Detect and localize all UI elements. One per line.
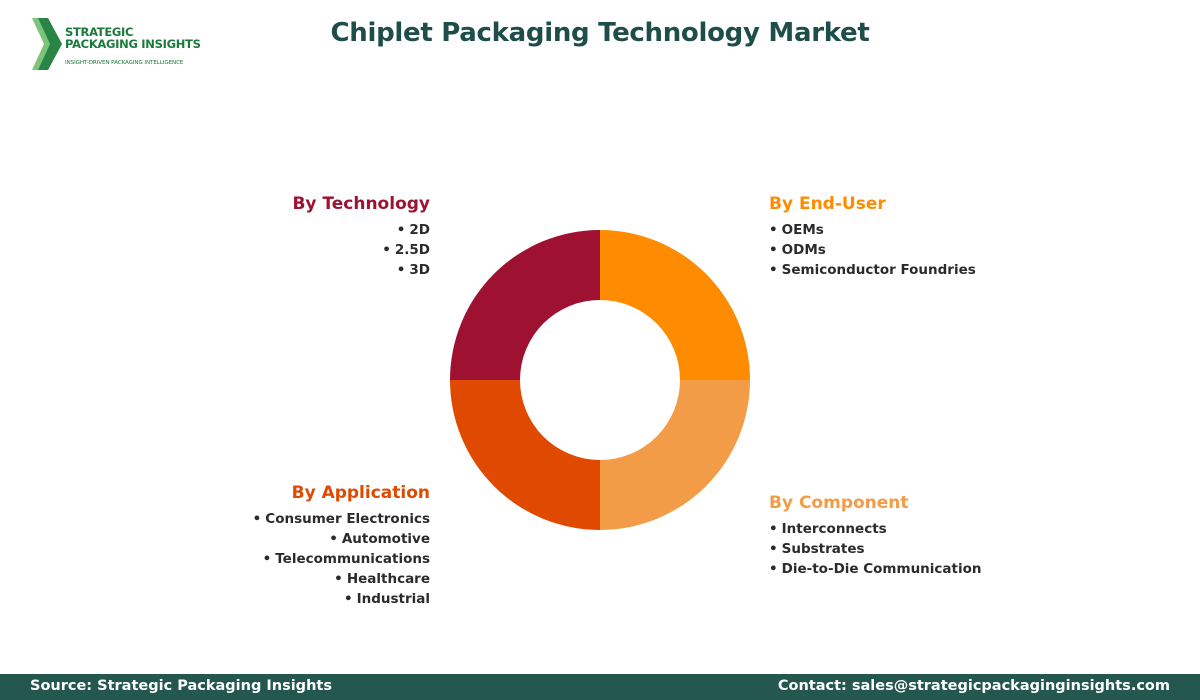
brand-logo: STRATEGIC PACKAGING INSIGHTS INSIGHT-DRI… [30, 18, 210, 72]
list-item: Industrial [253, 589, 430, 609]
donut-slice-by-application [450, 380, 600, 530]
logo-chevron-icon [32, 18, 62, 70]
list-item: 2D [382, 220, 430, 240]
segment-list-technology: 2D 2.5D 3D [382, 220, 430, 280]
list-item: Interconnects [769, 519, 982, 539]
page-title: Chiplet Packaging Technology Market [330, 18, 870, 48]
donut-slice-by-technology [450, 230, 600, 380]
segment-list-component: Interconnects Substrates Die-to-Die Comm… [769, 519, 982, 579]
logo-text-line2: PACKAGING INSIGHTS [65, 37, 201, 51]
list-item: 2.5D [382, 240, 430, 260]
footer-source: Source: Strategic Packaging Insights [30, 678, 332, 694]
list-item: OEMs [769, 220, 976, 240]
segment-list-application: Consumer Electronics Automotive Telecomm… [253, 509, 430, 609]
list-item: Consumer Electronics [253, 509, 430, 529]
list-item: Automotive [253, 529, 430, 549]
donut-slice-by-component [600, 380, 750, 530]
list-item: Healthcare [253, 569, 430, 589]
list-item: ODMs [769, 240, 976, 260]
footer-bar: Source: Strategic Packaging Insights Con… [0, 674, 1200, 700]
donut-slice-by-end-user [600, 230, 750, 380]
logo-text-line1: STRATEGIC [65, 25, 134, 39]
list-item: Semiconductor Foundries [769, 260, 976, 280]
segment-list-end-user: OEMs ODMs Semiconductor Foundries [769, 220, 976, 280]
list-item: 3D [382, 260, 430, 280]
list-item: Die-to-Die Communication [769, 559, 982, 579]
list-item: Substrates [769, 539, 982, 559]
logo-tagline: INSIGHT-DRIVEN PACKAGING INTELLIGENCE [65, 60, 184, 66]
list-item: Telecommunications [253, 549, 430, 569]
segment-heading-component: By Component [769, 493, 909, 513]
footer-contact[interactable]: Contact: sales@strategicpackaginginsight… [777, 678, 1170, 694]
segment-heading-end-user: By End-User [769, 194, 886, 214]
segment-heading-application: By Application [291, 483, 430, 503]
segment-heading-technology: By Technology [292, 194, 430, 214]
donut-chart [450, 230, 750, 530]
